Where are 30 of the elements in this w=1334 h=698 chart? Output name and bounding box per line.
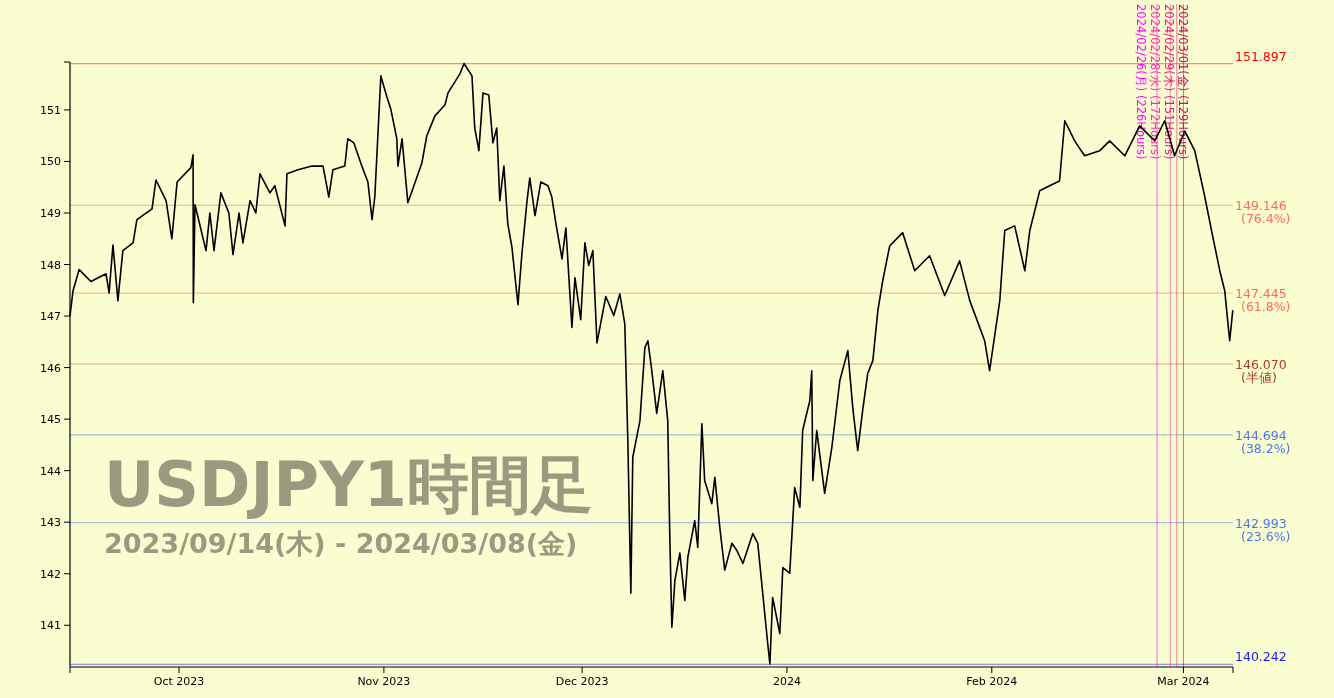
y-tick-label: 142 [40, 567, 61, 581]
x-tick-label: Nov 2023 [357, 675, 411, 688]
title: USDJPY1時間足 [104, 448, 593, 521]
x-tick-label: Mar 2024 [1157, 675, 1210, 688]
y-tick-label: 143 [40, 516, 61, 530]
y-tick-label: 149 [40, 206, 61, 220]
y-tick-label: 146 [40, 361, 61, 375]
y-tick-label: 151 [40, 103, 61, 117]
ref-line-label: 2024/02/29(木) (151Hours) [1162, 4, 1177, 160]
ref-line-label: 140.242 [1235, 649, 1287, 665]
y-tick-label: 141 [40, 619, 61, 633]
ref-line-label: 144.694 (38.2%) [1235, 427, 1291, 456]
ref-line-label: 2024/03/01(金) (129Hours) [1176, 4, 1191, 160]
x-tick-label: 2024 [772, 675, 801, 688]
ref-line-label: 149.146 (76.4%) [1235, 198, 1291, 227]
ref-line-label: 2024/02/28(水) (172Hours) [1148, 4, 1163, 160]
y-tick-label: 144 [40, 464, 61, 478]
ref-line-label: 151.897 [1235, 48, 1287, 64]
ref-line-label: 2024/02/26(月) (226Hours) [1134, 4, 1149, 160]
ref-line-label: 142.993 (23.6%) [1235, 515, 1291, 544]
y-tick-label: 145 [40, 413, 61, 427]
ref-line-label: 147.445 (61.8%) [1235, 286, 1291, 315]
ref-line-label: 146.070 (半値) [1235, 356, 1287, 385]
y-tick-label: 147 [40, 310, 61, 324]
x-tick-label: Dec 2023 [555, 675, 609, 688]
subtitle: 2023/09/14(木) - 2024/03/08(金) [104, 528, 578, 559]
y-tick-label: 148 [40, 258, 61, 272]
x-tick-label: Feb 2024 [966, 675, 1018, 688]
x-tick-label: Oct 2023 [153, 675, 205, 688]
y-tick-label: 150 [40, 155, 61, 169]
